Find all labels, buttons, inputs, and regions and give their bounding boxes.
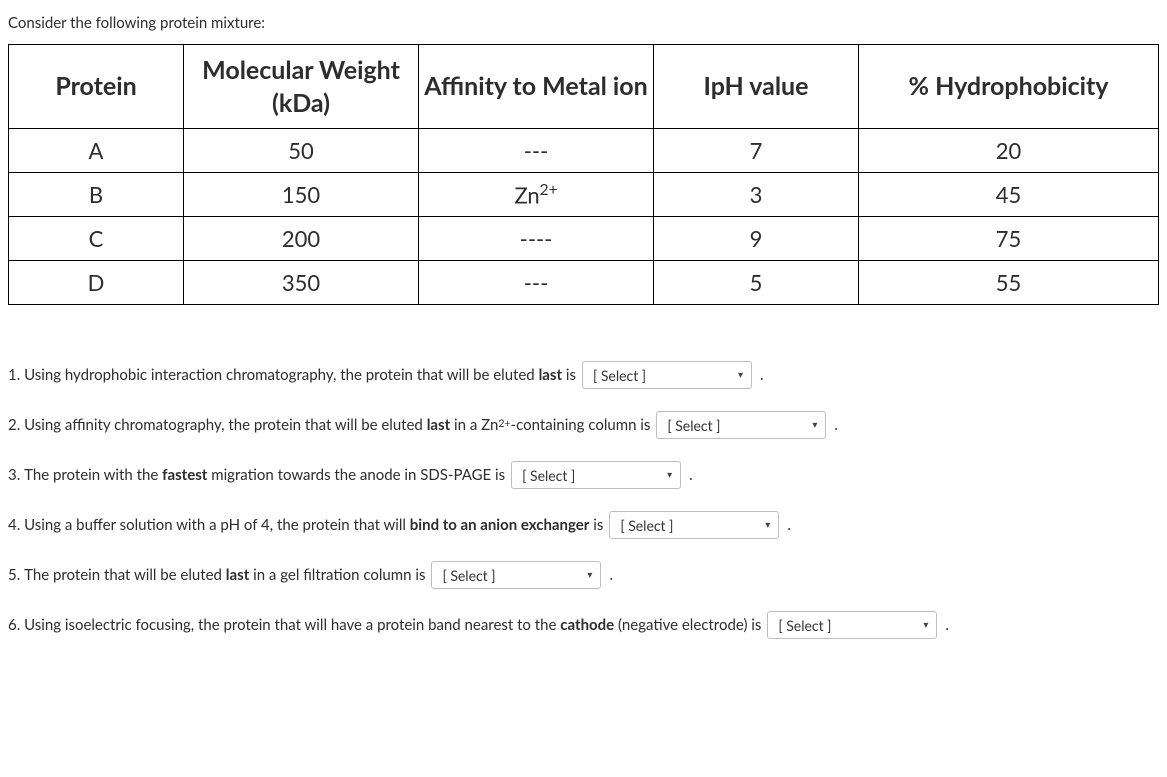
q-bold: cathode xyxy=(560,614,614,637)
q-bold: bind to an anion exchanger xyxy=(410,514,590,537)
q4-select[interactable]: [ Select ] ▾ xyxy=(609,511,779,539)
table-row: A 50 --- 7 20 xyxy=(9,129,1159,173)
col-header-hydro: % Hydrophobicity xyxy=(859,45,1159,129)
question-1: 1. Using hydrophobic interaction chromat… xyxy=(8,361,1159,389)
chevron-down-icon: ▾ xyxy=(765,518,770,533)
select-placeholder: [ Select ] xyxy=(593,365,646,386)
cell-hydro: 45 xyxy=(859,173,1159,217)
cell-affinity: ---- xyxy=(419,217,654,261)
cell-iph: 7 xyxy=(654,129,859,173)
cell-mw: 150 xyxy=(184,173,419,217)
period: . xyxy=(687,464,693,487)
intro-text: Consider the following protein mixture: xyxy=(8,14,1159,32)
cell-iph: 9 xyxy=(654,217,859,261)
q-text: Using a buffer solution with a pH of 4, … xyxy=(24,514,410,537)
q-number: 3. xyxy=(8,464,20,487)
q-number: 4. xyxy=(8,514,20,537)
q-bold: fastest xyxy=(162,464,207,487)
chevron-down-icon: ▾ xyxy=(923,618,928,633)
q-text: in a Zn xyxy=(450,414,498,437)
q-text: is xyxy=(589,514,603,537)
q-bold: last xyxy=(427,414,451,437)
q-text: Using isoelectric focusing, the protein … xyxy=(24,614,560,637)
cell-hydro: 20 xyxy=(859,129,1159,173)
q-text: The protein that will be eluted xyxy=(24,564,226,587)
period: . xyxy=(832,414,838,437)
cell-protein: B xyxy=(9,173,184,217)
period: . xyxy=(607,564,613,587)
q-number: 5. xyxy=(8,564,20,587)
period: . xyxy=(943,614,949,637)
chevron-down-icon: ▾ xyxy=(738,368,743,383)
q3-select[interactable]: [ Select ] ▾ xyxy=(511,461,681,489)
q-text: migration towards the anode in SDS-PAGE … xyxy=(207,464,505,487)
table-row: C 200 ---- 9 75 xyxy=(9,217,1159,261)
protein-table: Protein Molecular Weight (kDa) Affinity … xyxy=(8,44,1159,305)
select-placeholder: [ Select ] xyxy=(442,565,495,586)
questions-block: 1. Using hydrophobic interaction chromat… xyxy=(8,361,1159,639)
period: . xyxy=(785,514,791,537)
q-text: -containing column is xyxy=(511,414,651,437)
question-6: 6. Using isoelectric focusing, the prote… xyxy=(8,611,1159,639)
cell-affinity: Zn2+ xyxy=(419,173,654,217)
q-text: Using affinity chromatography, the prote… xyxy=(24,414,427,437)
cell-mw: 50 xyxy=(184,129,419,173)
q-bold: last xyxy=(539,364,563,387)
cell-iph: 3 xyxy=(654,173,859,217)
q-text: is xyxy=(562,364,576,387)
chevron-down-icon: ▾ xyxy=(667,468,672,483)
cell-protein: D xyxy=(9,261,184,305)
chevron-down-icon: ▾ xyxy=(812,418,817,433)
q-number: 1. xyxy=(8,364,20,387)
question-2: 2. Using affinity chromatography, the pr… xyxy=(8,411,1159,439)
cell-hydro: 75 xyxy=(859,217,1159,261)
period: . xyxy=(758,364,764,387)
q6-select[interactable]: [ Select ] ▾ xyxy=(767,611,937,639)
q-text: in a gel filtration column is xyxy=(249,564,425,587)
q-text: Using hydrophobic interaction chromatogr… xyxy=(24,364,538,387)
table-row: B 150 Zn2+ 3 45 xyxy=(9,173,1159,217)
question-5: 5. The protein that will be eluted last … xyxy=(8,561,1159,589)
col-header-protein: Protein xyxy=(9,45,184,129)
cell-affinity: --- xyxy=(419,261,654,305)
col-header-iph: IpH value xyxy=(654,45,859,129)
q-number: 2. xyxy=(8,414,20,437)
col-header-affinity: Affinity to Metal ion xyxy=(419,45,654,129)
q5-select[interactable]: [ Select ] ▾ xyxy=(431,561,601,589)
q2-select[interactable]: [ Select ] ▾ xyxy=(656,411,826,439)
cell-protein: A xyxy=(9,129,184,173)
cell-iph: 5 xyxy=(654,261,859,305)
table-header-row: Protein Molecular Weight (kDa) Affinity … xyxy=(9,45,1159,129)
select-placeholder: [ Select ] xyxy=(778,615,831,636)
select-placeholder: [ Select ] xyxy=(667,415,720,436)
col-header-mw: Molecular Weight (kDa) xyxy=(184,45,419,129)
q-bold: last xyxy=(226,564,250,587)
chevron-down-icon: ▾ xyxy=(587,568,592,583)
cell-hydro: 55 xyxy=(859,261,1159,305)
q-number: 6. xyxy=(8,614,20,637)
question-4: 4. Using a buffer solution with a pH of … xyxy=(8,511,1159,539)
cell-protein: C xyxy=(9,217,184,261)
q-text: (negative electrode) is xyxy=(614,614,761,637)
cell-mw: 350 xyxy=(184,261,419,305)
select-placeholder: [ Select ] xyxy=(522,465,575,486)
q-sup: 2+ xyxy=(498,417,510,433)
q-text: The protein with the xyxy=(24,464,162,487)
select-placeholder: [ Select ] xyxy=(620,515,673,536)
q1-select[interactable]: [ Select ] ▾ xyxy=(582,361,752,389)
cell-mw: 200 xyxy=(184,217,419,261)
cell-affinity: --- xyxy=(419,129,654,173)
question-3: 3. The protein with the fastest migratio… xyxy=(8,461,1159,489)
table-row: D 350 --- 5 55 xyxy=(9,261,1159,305)
